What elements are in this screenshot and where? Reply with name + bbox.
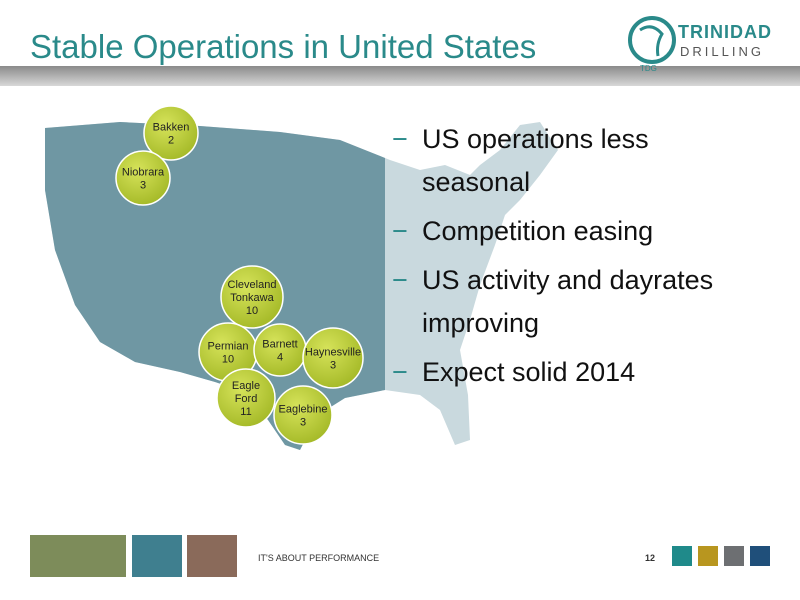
region-name: Bakken xyxy=(153,122,190,134)
bubble xyxy=(115,150,171,206)
bubble xyxy=(220,265,284,329)
bullet-dash: − xyxy=(392,265,408,295)
bullet-text: Competition easing xyxy=(422,210,653,253)
region-name: Permian xyxy=(208,341,249,353)
us-map xyxy=(45,122,558,450)
footer-tagline: IT'S ABOUT PERFORMANCE xyxy=(258,553,379,563)
bubble xyxy=(273,385,333,445)
bullet-text: US operations less seasonal xyxy=(422,118,649,204)
logo-swoosh xyxy=(639,25,664,57)
rig-count: 10 xyxy=(222,354,234,366)
region-name: Niobrara xyxy=(122,167,165,179)
bullet-dash: − xyxy=(392,124,408,154)
logo-mark: TDG xyxy=(640,64,657,73)
bullet: − Competition easing xyxy=(392,210,792,253)
footer-photo xyxy=(132,535,182,577)
bullet-line: US activity and dayrates xyxy=(422,265,714,295)
bullet-text: US activity and dayrates improving xyxy=(422,259,713,345)
region-name: Barnett xyxy=(262,339,297,351)
header-bar xyxy=(0,66,800,86)
region-name: Tonkawa xyxy=(230,292,274,304)
bullet-dash: − xyxy=(392,357,408,387)
rig-count: 3 xyxy=(140,180,146,192)
bullet-list: − US operations less seasonal − Competition … xyxy=(392,118,792,400)
logo-globe xyxy=(628,16,676,64)
footer-photo xyxy=(187,535,237,577)
bullet-line: seasonal xyxy=(422,167,531,197)
bubble xyxy=(143,105,199,161)
rig-count: 3 xyxy=(330,360,336,372)
map-west xyxy=(45,122,385,450)
region-name: Eaglebine xyxy=(279,404,328,416)
bullet-line: improving xyxy=(422,308,540,338)
rig-count: 11 xyxy=(240,406,251,418)
rig-count: 10 xyxy=(246,305,258,317)
bullet-dash: − xyxy=(392,216,408,246)
region-name: Haynesville xyxy=(305,347,361,359)
bubble xyxy=(302,327,364,389)
region-name: Cleveland xyxy=(228,279,277,291)
logo-name: TRINIDAD xyxy=(678,22,772,42)
bullet: − US activity and dayrates improving xyxy=(392,259,792,345)
color-square xyxy=(724,546,744,566)
rig-count: 3 xyxy=(300,417,306,429)
title: Stable Operations in United States xyxy=(30,28,536,65)
color-square xyxy=(672,546,692,566)
color-square xyxy=(698,546,718,566)
region-name: Eagle xyxy=(232,380,260,392)
rig-count: 4 xyxy=(277,352,283,364)
bullet-line: Expect solid 2014 xyxy=(422,357,636,387)
bullet-line: Competition easing xyxy=(422,216,654,246)
bullet: − Expect solid 2014 xyxy=(392,351,792,394)
page-number: 12 xyxy=(645,553,655,563)
logo-sub: DRILLING xyxy=(680,44,764,59)
footer-photo xyxy=(30,535,126,577)
bubble xyxy=(216,368,276,428)
bullet-text: Expect solid 2014 xyxy=(422,351,635,394)
rig-count: 2 xyxy=(168,135,174,147)
bullet-line: US operations less xyxy=(422,124,649,154)
bullet: − US operations less seasonal xyxy=(392,118,792,204)
region-name: Ford xyxy=(235,393,258,405)
color-square xyxy=(750,546,770,566)
